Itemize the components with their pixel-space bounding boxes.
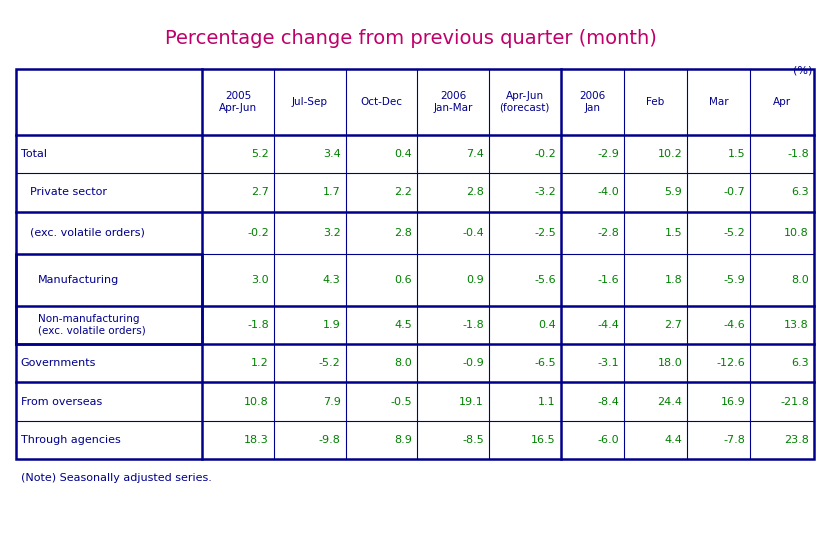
- Text: 3.0: 3.0: [252, 274, 269, 285]
- Text: (exc. volatile orders): (exc. volatile orders): [30, 227, 145, 238]
- Text: 7.9: 7.9: [323, 397, 340, 406]
- Text: -0.9: -0.9: [462, 358, 484, 368]
- Text: -2.9: -2.9: [597, 149, 619, 159]
- Text: 8.0: 8.0: [791, 274, 809, 285]
- Text: 19.1: 19.1: [459, 397, 484, 406]
- Text: Non-manufacturing
(exc. volatile orders): Non-manufacturing (exc. volatile orders): [38, 314, 145, 336]
- Text: -1.8: -1.8: [247, 320, 269, 330]
- Text: 5.9: 5.9: [664, 187, 682, 198]
- Text: 4.5: 4.5: [395, 320, 413, 330]
- Text: 5.2: 5.2: [251, 149, 269, 159]
- Text: 10.8: 10.8: [244, 397, 269, 406]
- Text: -0.7: -0.7: [724, 187, 746, 198]
- Text: Manufacturing: Manufacturing: [38, 274, 119, 285]
- Text: -0.2: -0.2: [247, 227, 269, 238]
- Text: 18.0: 18.0: [658, 358, 682, 368]
- Text: 2005
Apr-Jun: 2005 Apr-Jun: [219, 91, 257, 113]
- Text: Mar: Mar: [709, 97, 728, 107]
- Text: -9.8: -9.8: [319, 435, 340, 445]
- Text: 23.8: 23.8: [784, 435, 809, 445]
- Text: -21.8: -21.8: [780, 397, 809, 406]
- Text: 1.8: 1.8: [664, 274, 682, 285]
- Text: Jul-Sep: Jul-Sep: [292, 97, 328, 107]
- Text: Feb: Feb: [646, 97, 665, 107]
- Text: 4.3: 4.3: [323, 274, 340, 285]
- Text: 0.4: 0.4: [395, 149, 413, 159]
- Text: -4.0: -4.0: [598, 187, 619, 198]
- Text: -7.8: -7.8: [723, 435, 746, 445]
- Text: 0.9: 0.9: [466, 274, 484, 285]
- Text: -8.5: -8.5: [462, 435, 484, 445]
- Text: 7.4: 7.4: [466, 149, 484, 159]
- Text: 4.4: 4.4: [664, 435, 682, 445]
- Text: 13.8: 13.8: [784, 320, 809, 330]
- Text: 3.2: 3.2: [323, 227, 340, 238]
- Text: 1.7: 1.7: [323, 187, 340, 198]
- Text: 2.7: 2.7: [664, 320, 682, 330]
- Text: -2.5: -2.5: [534, 227, 556, 238]
- Text: 2.8: 2.8: [395, 227, 413, 238]
- Text: -5.6: -5.6: [534, 274, 556, 285]
- Text: 6.3: 6.3: [792, 187, 809, 198]
- Text: Apr-Jun
(forecast): Apr-Jun (forecast): [500, 91, 550, 113]
- Text: -3.1: -3.1: [598, 358, 619, 368]
- Text: 1.5: 1.5: [665, 227, 682, 238]
- Text: -0.5: -0.5: [390, 397, 413, 406]
- Text: (Note) Seasonally adjusted series.: (Note) Seasonally adjusted series.: [21, 473, 211, 483]
- Text: 2.8: 2.8: [466, 187, 484, 198]
- Text: -5.2: -5.2: [319, 358, 340, 368]
- Text: Private sector: Private sector: [30, 187, 107, 198]
- Text: 1.1: 1.1: [538, 397, 556, 406]
- Text: 3.4: 3.4: [323, 149, 340, 159]
- Text: 2.7: 2.7: [251, 187, 269, 198]
- Text: -0.4: -0.4: [462, 227, 484, 238]
- Text: Percentage change from previous quarter (month): Percentage change from previous quarter …: [165, 29, 657, 49]
- Text: -4.6: -4.6: [724, 320, 746, 330]
- Text: (%): (%): [792, 65, 812, 75]
- Text: Apr: Apr: [773, 97, 792, 107]
- Text: 8.9: 8.9: [395, 435, 413, 445]
- Text: Through agencies: Through agencies: [21, 435, 120, 445]
- Text: 2.2: 2.2: [395, 187, 413, 198]
- Text: 16.9: 16.9: [721, 397, 746, 406]
- Text: 8.0: 8.0: [395, 358, 413, 368]
- Text: Governments: Governments: [21, 358, 96, 368]
- Text: 1.5: 1.5: [728, 149, 746, 159]
- Text: -1.6: -1.6: [598, 274, 619, 285]
- Text: From overseas: From overseas: [21, 397, 102, 406]
- Text: -4.4: -4.4: [597, 320, 619, 330]
- Text: 0.4: 0.4: [538, 320, 556, 330]
- Text: -5.9: -5.9: [724, 274, 746, 285]
- Text: -3.2: -3.2: [534, 187, 556, 198]
- Text: 10.2: 10.2: [658, 149, 682, 159]
- Text: 18.3: 18.3: [244, 435, 269, 445]
- Text: 6.3: 6.3: [792, 358, 809, 368]
- Text: 0.6: 0.6: [395, 274, 413, 285]
- Text: -6.5: -6.5: [534, 358, 556, 368]
- Text: 16.5: 16.5: [531, 435, 556, 445]
- Text: -5.2: -5.2: [724, 227, 746, 238]
- Text: -2.8: -2.8: [597, 227, 619, 238]
- Text: 1.9: 1.9: [323, 320, 340, 330]
- Text: 24.4: 24.4: [658, 397, 682, 406]
- Text: -1.8: -1.8: [462, 320, 484, 330]
- Text: -6.0: -6.0: [598, 435, 619, 445]
- Text: Total: Total: [21, 149, 47, 159]
- Text: 1.2: 1.2: [251, 358, 269, 368]
- Text: -0.2: -0.2: [534, 149, 556, 159]
- Text: -12.6: -12.6: [717, 358, 746, 368]
- Text: Oct-Dec: Oct-Dec: [360, 97, 402, 107]
- Text: -1.8: -1.8: [787, 149, 809, 159]
- Text: 2006
Jan: 2006 Jan: [580, 91, 606, 113]
- Text: 2006
Jan-Mar: 2006 Jan-Mar: [433, 91, 473, 113]
- Text: 10.8: 10.8: [784, 227, 809, 238]
- Text: -8.4: -8.4: [597, 397, 619, 406]
